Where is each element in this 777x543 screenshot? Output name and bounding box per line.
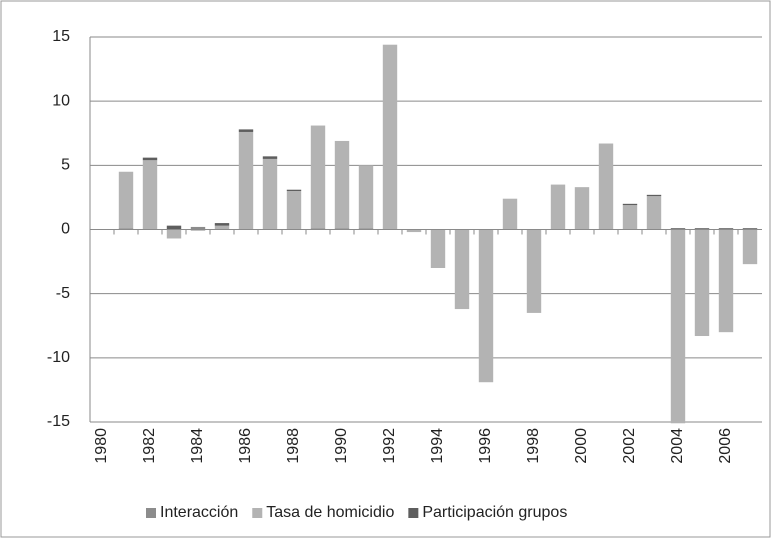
bar xyxy=(574,187,590,230)
bar xyxy=(646,196,662,230)
bar xyxy=(118,228,134,230)
bar xyxy=(190,226,206,230)
bar xyxy=(358,228,374,230)
bar xyxy=(262,156,278,159)
y-tick-label: -10 xyxy=(47,349,70,366)
bar xyxy=(406,229,422,233)
bar xyxy=(334,228,350,230)
y-tick-label: 0 xyxy=(61,221,70,238)
bar xyxy=(214,223,230,226)
x-tick-label: 1982 xyxy=(141,428,158,464)
bar xyxy=(310,228,326,230)
bar xyxy=(598,143,614,230)
bar xyxy=(334,140,350,229)
bar xyxy=(622,203,638,206)
bar xyxy=(742,229,758,265)
bar xyxy=(550,184,566,230)
bar xyxy=(694,228,710,230)
bar xyxy=(694,229,710,337)
bar xyxy=(622,205,638,230)
x-tick-label: 2000 xyxy=(573,428,590,464)
x-tick-label: 2002 xyxy=(621,428,638,464)
bar xyxy=(358,165,374,229)
bar xyxy=(670,228,686,230)
x-tick-label: 1980 xyxy=(93,428,110,464)
bar xyxy=(310,125,326,229)
y-tick-label: 10 xyxy=(52,92,70,109)
bar xyxy=(742,228,758,230)
bar xyxy=(454,229,470,310)
bar xyxy=(502,198,518,230)
bar xyxy=(214,225,230,230)
bar xyxy=(190,229,206,231)
bar xyxy=(262,158,278,230)
y-tick-label: 15 xyxy=(52,28,70,45)
legend-label: Tasa de homicidio xyxy=(266,504,394,521)
x-tick-label: 1996 xyxy=(477,428,494,464)
bar xyxy=(718,229,734,333)
y-tick-label: 5 xyxy=(61,157,70,174)
bar xyxy=(286,191,302,230)
bar xyxy=(142,160,158,230)
y-tick-label: -5 xyxy=(56,285,70,302)
x-tick-label: 1984 xyxy=(189,428,206,464)
bar xyxy=(286,189,302,191)
x-tick-label: 1990 xyxy=(333,428,350,464)
bar xyxy=(238,131,254,230)
x-tick-label: 1994 xyxy=(429,428,446,464)
bar xyxy=(142,157,158,161)
bar xyxy=(670,229,686,424)
x-tick-label: 1988 xyxy=(285,428,302,464)
x-tick-label: 1986 xyxy=(237,428,254,464)
bar xyxy=(526,229,542,313)
y-tick-label: -15 xyxy=(47,413,70,430)
bar xyxy=(430,229,446,268)
bar xyxy=(382,44,398,230)
bar xyxy=(238,129,254,132)
legend-swatch xyxy=(408,508,419,518)
bar xyxy=(718,228,734,230)
bar xyxy=(118,171,134,229)
x-tick-label: 2004 xyxy=(669,428,686,464)
x-tick-label: 1992 xyxy=(381,428,398,464)
legend-label: Participación grupos xyxy=(422,504,567,521)
x-tick-label: 2006 xyxy=(717,428,734,464)
legend-swatch xyxy=(146,508,156,518)
bar xyxy=(646,194,662,197)
legend-swatch xyxy=(252,508,263,518)
bar xyxy=(166,225,182,230)
bar xyxy=(166,229,182,239)
bar xyxy=(478,229,494,383)
legend-label: Interacción xyxy=(160,504,238,521)
x-tick-label: 1998 xyxy=(525,428,542,464)
